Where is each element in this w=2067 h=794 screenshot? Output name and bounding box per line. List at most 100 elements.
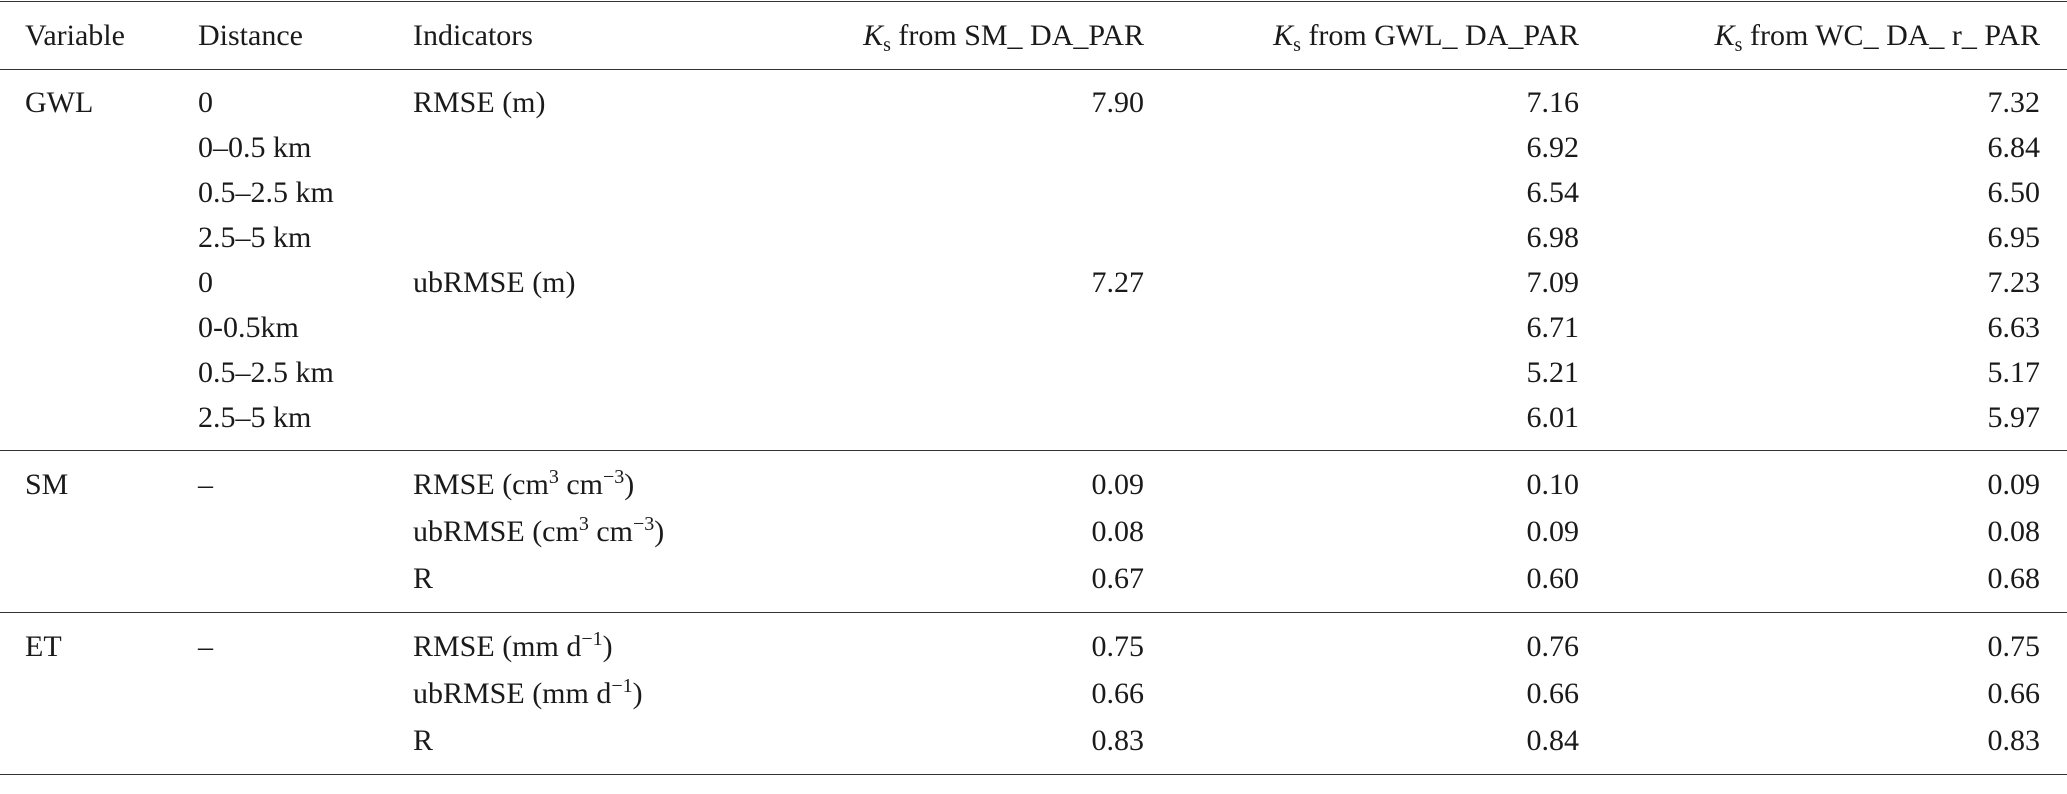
table-row: 0-0.5km 6.71 6.63: [0, 305, 2067, 350]
value-cell: 0.66: [1144, 670, 1580, 717]
value: 0.76: [1526, 629, 1580, 663]
indicator-cell: R: [388, 555, 788, 613]
variable-cell: ET: [0, 613, 173, 671]
indicator-cell: ubRMSE (m): [388, 260, 788, 305]
value-cell: 0.83: [788, 717, 1145, 775]
table-row: ET – RMSE (mm d−1) 0.75 0.76 0.75: [0, 613, 2067, 671]
column-header: Ks from SM_ DA_PAR: [788, 1, 1144, 70]
superscript: −1: [611, 674, 633, 697]
variable-cell: SM: [0, 451, 173, 509]
indicator-cell: [388, 305, 788, 350]
value-cell: [788, 395, 1144, 451]
text: ): [632, 676, 643, 710]
value: 7.09: [1526, 265, 1580, 299]
italic-text: K: [863, 18, 884, 52]
indicator-cell: [388, 170, 788, 215]
value-cell: 7.90: [788, 70, 1145, 126]
text: ubRMSE (m): [413, 265, 576, 299]
value-cell: 6.01: [1144, 395, 1580, 451]
indicator-cell: RMSE (m): [388, 70, 788, 126]
indicator-cell: ubRMSE (cm3 cm−3): [388, 508, 788, 555]
distance-cell: [173, 717, 388, 775]
table-header: Variable Distance Indicators Ks from SM_ DA…: [0, 1, 2067, 70]
variable-cell: [0, 260, 173, 305]
column-header: Distance: [173, 1, 388, 70]
results-table: Variable Distance Indicators Ks from SM_ DA…: [0, 1, 2067, 775]
value-cell: 6.63: [1579, 305, 2067, 350]
column-header: Ks from GWL_ DA_PAR: [1144, 1, 1579, 70]
value: 6.63: [1987, 310, 2041, 344]
value-cell: 0.10: [1144, 451, 1580, 509]
table-row: ubRMSE (cm3 cm−3) 0.08 0.09 0.08: [0, 508, 2067, 555]
text: from GWL_ DA_PAR: [1300, 18, 1579, 52]
variable-cell: [0, 305, 173, 350]
distance-cell: 0–0.5 km: [173, 125, 388, 170]
table-row: 0–0.5 km 6.92 6.84: [0, 125, 2067, 170]
text: Distance: [198, 18, 303, 52]
value-cell: 6.50: [1579, 170, 2067, 215]
value: 0.09: [1091, 467, 1145, 501]
variable-cell: [0, 555, 173, 613]
text: RMSE (mm d: [413, 629, 582, 663]
text: ): [602, 629, 613, 663]
value: 0.75: [1987, 629, 2041, 663]
table-row: 2.5–5 km 6.01 5.97: [0, 395, 2067, 451]
table-row: R 0.83 0.84 0.83: [0, 717, 2067, 775]
value: 0.08: [1987, 514, 2041, 548]
distance: 2.5–5 km: [198, 220, 312, 254]
indicator-cell: RMSE (cm3 cm−3): [388, 451, 788, 509]
italic-text: K: [1714, 18, 1735, 52]
value: 6.71: [1526, 310, 1580, 344]
value: 7.90: [1091, 85, 1145, 119]
column-header: Indicators: [388, 1, 788, 70]
table-row: GWL 0 RMSE (m) 7.90 7.16 7.32: [0, 70, 2067, 126]
value-cell: 0.08: [788, 508, 1145, 555]
row-group: GWL 0 RMSE (m) 7.90 7.16 7.32 0–0.5 km 6.92 6.84…: [0, 70, 2067, 451]
text: RMSE (cm: [413, 467, 549, 501]
variable: ET: [25, 629, 62, 663]
indicator-cell: RMSE (mm d−1): [388, 613, 788, 671]
distance: 2.5–5 km: [198, 400, 312, 434]
value: 6.01: [1526, 400, 1580, 434]
value: 5.21: [1526, 355, 1580, 389]
value-cell: 7.16: [1144, 70, 1580, 126]
value-cell: 0.09: [788, 451, 1145, 509]
value-cell: [788, 305, 1144, 350]
value: 6.84: [1987, 130, 2041, 164]
variable-cell: [0, 395, 173, 451]
variable-cell: [0, 670, 173, 717]
value-cell: 5.17: [1579, 350, 2067, 395]
value-cell: 7.23: [1579, 260, 2067, 305]
table-row: ubRMSE (mm d−1) 0.66 0.66 0.66: [0, 670, 2067, 717]
value: 0.10: [1526, 467, 1580, 501]
value-cell: 6.95: [1579, 215, 2067, 260]
value-cell: [788, 215, 1144, 260]
value: 0.68: [1987, 561, 2041, 595]
value-cell: 6.84: [1579, 125, 2067, 170]
distance-cell: 0-0.5km: [173, 305, 388, 350]
indicator-cell: R: [388, 717, 788, 775]
value: 0.84: [1526, 723, 1580, 757]
distance: 0: [198, 265, 213, 299]
table-row: 0 ubRMSE (m) 7.27 7.09 7.23: [0, 260, 2067, 305]
value-cell: 7.09: [1144, 260, 1580, 305]
value-cell: 0.09: [1144, 508, 1580, 555]
value: 0.08: [1091, 514, 1145, 548]
value-cell: 0.84: [1144, 717, 1580, 775]
distance-cell: –: [173, 613, 388, 671]
variable-cell: [0, 125, 173, 170]
value-cell: 0.66: [788, 670, 1145, 717]
text: ubRMSE (mm d: [413, 676, 612, 710]
value-cell: 7.32: [1579, 70, 2067, 126]
value: 7.23: [1987, 265, 2041, 299]
indicator-cell: [388, 215, 788, 260]
row-group: SM – RMSE (cm3 cm−3) 0.09 0.10 0.09 ubRMSE (cm…: [0, 451, 2067, 613]
distance: –: [198, 467, 213, 501]
value: 0.09: [1526, 514, 1580, 548]
italic-text: K: [1273, 18, 1294, 52]
indicator-cell: [388, 350, 788, 395]
distance-cell: 0.5–2.5 km: [173, 350, 388, 395]
superscript: 3: [578, 512, 589, 535]
value-cell: 0.75: [788, 613, 1145, 671]
